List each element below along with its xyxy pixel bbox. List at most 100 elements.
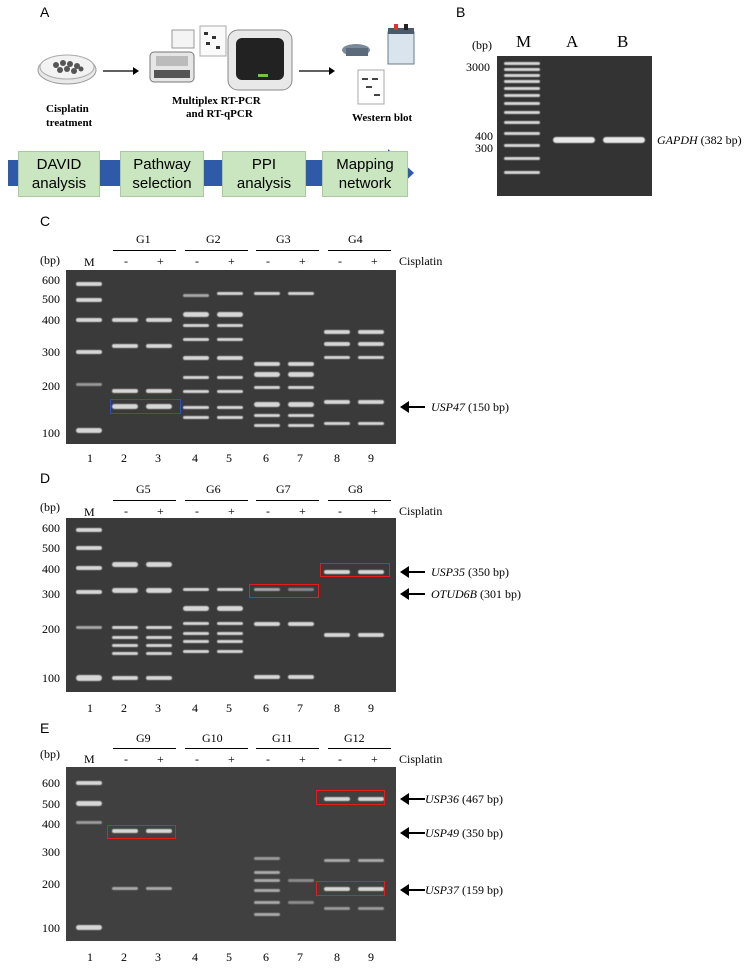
panel-label-e: E	[40, 720, 50, 736]
lane-number: 2	[121, 701, 127, 715]
step-line-1: PPI	[251, 156, 277, 173]
gel-image-d	[66, 518, 396, 692]
plus-label: +	[228, 504, 235, 518]
minus-label: -	[124, 504, 128, 518]
lane-label-m: M	[516, 32, 532, 51]
ladder-band	[504, 111, 540, 114]
lane-number: 4	[192, 950, 198, 964]
ladder-band	[504, 62, 540, 65]
panel-label-d: D	[40, 470, 51, 486]
treatment-label: Cisplatin	[399, 504, 443, 518]
treatment-label: Cisplatin	[399, 254, 443, 268]
group-label: G8	[348, 482, 363, 496]
lane-number: 5	[226, 451, 232, 465]
arrow-icon	[400, 566, 425, 578]
arrow-icon	[400, 588, 425, 600]
lane-number: 9	[368, 950, 374, 964]
minus-label: -	[124, 254, 128, 268]
group-underline	[256, 748, 319, 749]
workflow-step-david: DAVID analysis	[18, 151, 100, 197]
step-line-1: Mapping	[336, 156, 394, 173]
ladder-label: 500	[42, 292, 60, 306]
ladder-label: 500	[42, 797, 60, 811]
lane-number: 8	[334, 451, 340, 465]
ladder-label: 400	[42, 817, 60, 831]
highlight-box-usp35	[320, 563, 390, 577]
plus-label: +	[157, 504, 164, 518]
ladder-band	[504, 132, 540, 135]
lane-number: 8	[334, 701, 340, 715]
gel-image-b	[497, 56, 652, 196]
lane-number: 3	[155, 451, 161, 465]
group-underline	[113, 500, 176, 501]
highlight-box-usp37	[316, 881, 385, 896]
ladder-label: 400	[42, 313, 60, 327]
group-underline	[185, 500, 248, 501]
ladder-label: 100	[42, 671, 60, 685]
plus-label: +	[228, 254, 235, 268]
plus-label: +	[228, 752, 235, 766]
minus-label: -	[195, 752, 199, 766]
group-label: G11	[272, 731, 293, 745]
group-label: G9	[136, 731, 151, 745]
ladder-label: 200	[42, 877, 60, 891]
ladder-label: 500	[42, 541, 60, 555]
ladder-label: 300	[42, 587, 60, 601]
plus-label: +	[371, 254, 378, 268]
lane-label-a: A	[566, 32, 579, 51]
group-label: G12	[344, 731, 365, 745]
plus-label: +	[157, 752, 164, 766]
step1b-label: treatment	[46, 117, 93, 129]
gene-name: USP36	[425, 792, 459, 806]
group-underline	[256, 500, 319, 501]
ladder-band	[504, 80, 540, 83]
step1-label: Cisplatin	[46, 103, 89, 115]
group-label: G5	[136, 482, 151, 496]
ladder-label: 600	[42, 776, 60, 790]
plus-label: +	[299, 254, 306, 268]
lane-number: 5	[226, 701, 232, 715]
highlight-box-usp47	[110, 399, 181, 414]
step-line-1: DAVID	[36, 156, 82, 173]
arrow-icon	[400, 827, 425, 839]
ladder-label: 400	[42, 562, 60, 576]
lane-number: 1	[87, 701, 93, 715]
ladder-band	[504, 121, 540, 124]
arrow-icon	[400, 793, 425, 805]
minus-label: -	[338, 504, 342, 518]
lane-number: 1	[87, 451, 93, 465]
minus-label: -	[266, 504, 270, 518]
group-label: G10	[202, 731, 223, 745]
lane-number: 1	[87, 950, 93, 964]
lane-number: 5	[226, 950, 232, 964]
usp37-annotation: USP37 (159 bp)	[425, 883, 503, 898]
group-underline	[328, 500, 391, 501]
step-line-2: network	[338, 175, 392, 192]
lane-number: 7	[297, 950, 303, 964]
sample-band	[553, 137, 595, 143]
gel-image-e	[66, 767, 396, 941]
gene-name: OTUD6B	[431, 587, 478, 601]
treatment-label: Cisplatin	[399, 752, 443, 766]
lane-number: 7	[297, 701, 303, 715]
group-underline	[256, 250, 319, 251]
otud6b-annotation: OTUD6B (301 bp)	[431, 587, 521, 602]
ladder-label: 200	[42, 622, 60, 636]
minus-label: -	[266, 752, 270, 766]
lane-number: 2	[121, 451, 127, 465]
lane-label-m: M	[84, 752, 95, 766]
gene-name: GAPDH	[657, 133, 698, 147]
lane-number: 6	[263, 451, 269, 465]
group-underline	[185, 748, 248, 749]
group-underline	[113, 250, 176, 251]
minus-label: -	[195, 254, 199, 268]
usp35-annotation: USP35 (350 bp)	[431, 565, 509, 580]
ladder-label: 100	[42, 426, 60, 440]
gene-size: (350 bp)	[462, 826, 503, 840]
bp-label: (bp)	[472, 38, 492, 52]
ladder-band	[504, 74, 540, 77]
ladder-label: 400	[475, 129, 493, 143]
minus-label: -	[338, 254, 342, 268]
sample-band	[603, 137, 645, 143]
arrow-icon	[400, 884, 425, 896]
